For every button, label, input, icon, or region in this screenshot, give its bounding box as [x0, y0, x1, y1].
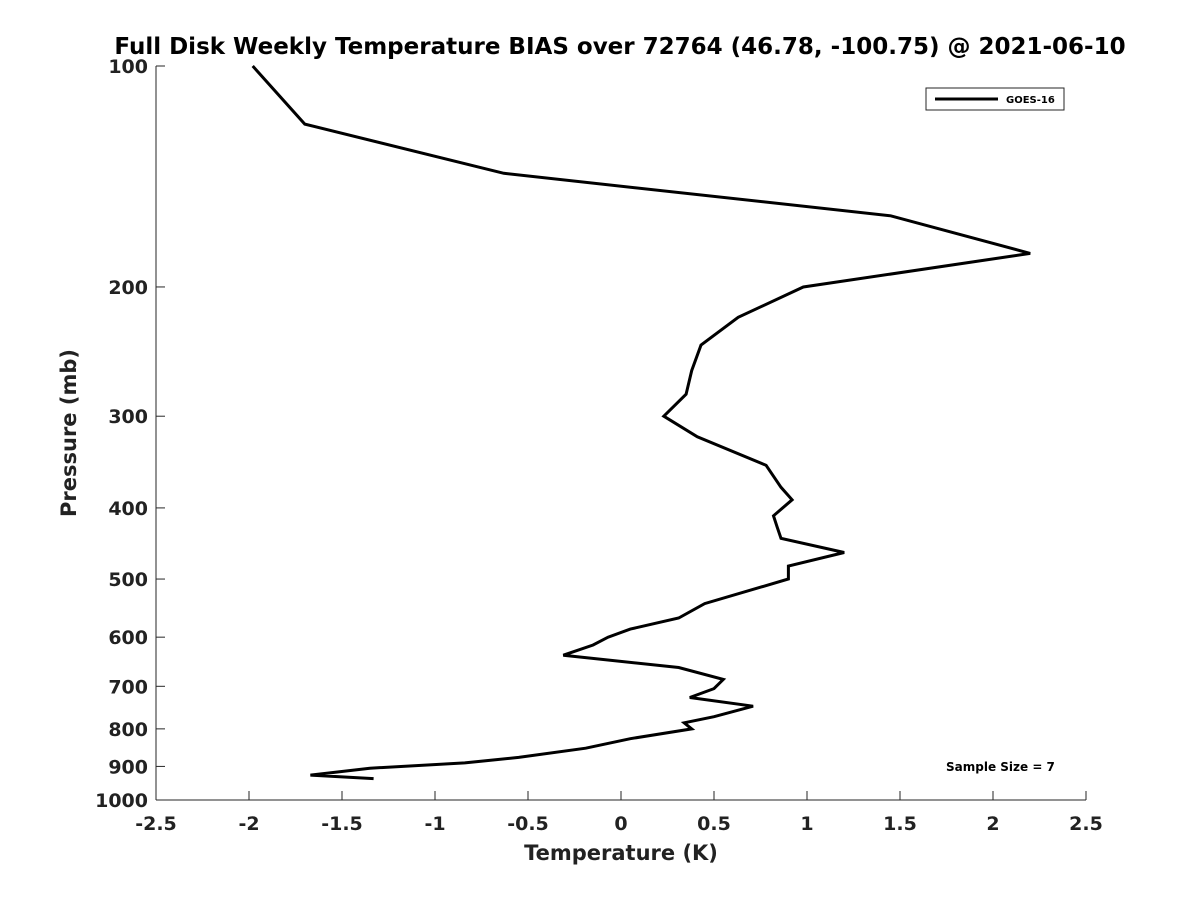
y-tick-label: 700 [108, 676, 148, 698]
x-ticks: -2.5 -2 -1.5 -1 -0.5 0 0.5 1 1.5 2 2.5 [135, 791, 1103, 835]
x-tick-label: 0.5 [697, 813, 731, 835]
y-tick-label: 500 [108, 569, 148, 591]
y-tick-label: 400 [108, 498, 148, 520]
series-line-goes-16 [251, 64, 1031, 781]
x-tick-label: -1.5 [321, 813, 363, 835]
series-layer [251, 64, 1031, 781]
legend-label-goes-16: GOES-16 [1006, 95, 1055, 106]
y-tick-label: 200 [108, 277, 148, 299]
x-tick-label: 1.5 [883, 813, 917, 835]
x-tick-label: 1 [800, 813, 813, 835]
x-tick-label: -2.5 [135, 813, 177, 835]
y-tick-label: 300 [108, 406, 148, 428]
y-tick-label: 900 [108, 756, 148, 778]
y-ticks: 100 200 300 400 500 600 700 800 900 1000 [95, 56, 165, 812]
x-axis-label: Temperature (K) [524, 841, 718, 865]
x-tick-label: -1 [424, 813, 445, 835]
legend: GOES-16 [925, 87, 1065, 111]
sample-size-annotation: Sample Size = 7 [946, 760, 1055, 774]
y-axis-label: Pressure (mb) [57, 349, 81, 517]
x-tick-label: 0 [614, 813, 627, 835]
x-tick-label: -2 [238, 813, 259, 835]
x-tick-label: 2 [986, 813, 999, 835]
y-tick-label: 800 [108, 719, 148, 741]
x-tick-label: -0.5 [507, 813, 549, 835]
plot-area [156, 66, 1086, 800]
y-tick-label: 100 [108, 56, 148, 78]
y-tick-label: 1000 [95, 790, 148, 812]
y-tick-label: 600 [108, 627, 148, 649]
chart-title: Full Disk Weekly Temperature BIAS over 7… [114, 34, 1125, 60]
x-tick-label: 2.5 [1069, 813, 1103, 835]
